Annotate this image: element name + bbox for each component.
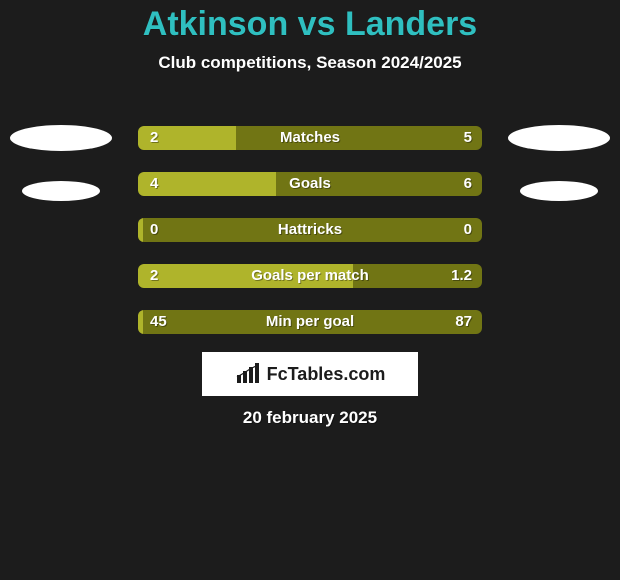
stat-right-value: 87 — [455, 310, 472, 334]
stat-right-value: 5 — [464, 126, 472, 150]
page-title: Atkinson vs Landers — [0, 0, 620, 43]
left-player-badge — [10, 125, 112, 201]
stat-label: Min per goal — [138, 310, 482, 334]
stat-right-value: 6 — [464, 172, 472, 196]
player-left-name: Atkinson — [143, 5, 288, 43]
subtitle: Club competitions, Season 2024/2025 — [0, 53, 620, 73]
stat-label: Goals — [138, 172, 482, 196]
right-player-badge — [508, 125, 610, 201]
stat-bar: 45Min per goal87 — [138, 310, 482, 334]
stat-right-value: 0 — [464, 218, 472, 242]
stat-label: Hattricks — [138, 218, 482, 242]
stat-bar: 2Goals per match1.2 — [138, 264, 482, 288]
comparison-card: Atkinson vs Landers Club competitions, S… — [0, 0, 620, 580]
stat-bar: 4Goals6 — [138, 172, 482, 196]
bar-chart-icon — [235, 363, 261, 385]
stat-bars: 2Matches5 4Goals6 0Hattricks0 2Goals per ma… — [138, 126, 482, 334]
vs-separator: vs — [298, 5, 336, 43]
player-right-name: Landers — [345, 5, 477, 43]
left-player-ellipse-small — [22, 181, 100, 201]
stat-label: Matches — [138, 126, 482, 150]
stat-right-value: 1.2 — [451, 264, 472, 288]
right-player-ellipse-small — [520, 181, 598, 201]
brand-text: FcTables.com — [267, 364, 386, 385]
right-player-ellipse-large — [508, 125, 610, 151]
stat-label: Goals per match — [138, 264, 482, 288]
footer-date: 20 february 2025 — [0, 408, 620, 428]
left-player-ellipse-large — [10, 125, 112, 151]
stat-bar: 0Hattricks0 — [138, 218, 482, 242]
stat-bar: 2Matches5 — [138, 126, 482, 150]
brand-badge: FcTables.com — [202, 352, 418, 396]
